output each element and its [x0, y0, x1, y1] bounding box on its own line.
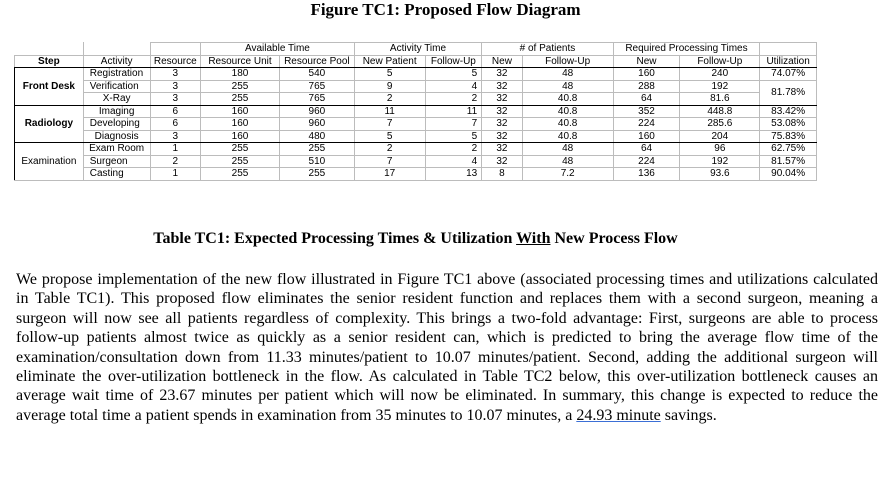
col-header-resource-unit: Resource Unit: [200, 54, 280, 68]
table-caption: Table TC1: Expected Processing Times & U…: [153, 230, 678, 247]
step-radiology: Radiology: [14, 104, 84, 143]
col-header-resource-pool: Resource Pool: [278, 54, 355, 68]
body-paragraph: We propose implementation of the new flo…: [16, 271, 878, 424]
utilization-cell: 75.83%: [759, 129, 817, 143]
activity-cell: Diagnosis: [82, 129, 151, 143]
table-row: Developing 6 160 960 7 7 32 40.8 224 285…: [15, 117, 817, 131]
processing-times-table: Available Time Activity Time # of Patien…: [14, 42, 817, 181]
activity-cell: Casting: [82, 167, 151, 181]
table-row: Diagnosis 3 160 480 5 5 32 40.8 160 204 …: [15, 129, 817, 143]
table-row: X-Ray 3 255 765 2 2 32 40.8 64 81.6: [15, 92, 817, 106]
col-header-required-new: New: [612, 54, 681, 68]
activity-cell: Exam Room: [82, 142, 151, 156]
col-header-follow-up: Follow-Up: [424, 54, 483, 68]
group-header-num-patients: # of Patients: [481, 42, 614, 56]
col-header-activity: Activity: [82, 54, 151, 68]
step-examination: Examination: [14, 142, 84, 181]
col-header-utilization: Utilization: [759, 54, 817, 68]
group-header-activity-time: Activity Time: [353, 42, 483, 56]
utilization-cell: 83.42%: [759, 104, 817, 118]
table-row: Verification 3 255 765 9 4 32 48 288 192…: [15, 79, 817, 106]
col-header-new-patient: New Patient: [353, 54, 426, 68]
utilization-cell: 74.07%: [759, 67, 817, 81]
step-front-desk: Front Desk: [14, 67, 84, 106]
activity-cell: Imaging: [82, 104, 151, 118]
group-header-available-time: Available Time: [200, 42, 355, 56]
activity-cell: Surgeon: [82, 154, 151, 168]
utilization-cell: 90.04%: [759, 167, 817, 181]
table-row: Radiology Imaging 6 160 960 11 11 32 40.…: [14, 104, 817, 143]
col-header-patients-follow-up: Follow-Up: [521, 54, 614, 68]
activity-cell: Verification: [82, 79, 151, 93]
activity-cell: X-Ray: [82, 92, 151, 106]
table-row: Front Desk Registration 3 180 540 5 5 32…: [14, 67, 817, 106]
column-header-row: Step Activity Resource Resource Unit Res…: [14, 54, 817, 68]
table-row: Surgeon 2 255 510 7 4 32 48 224 192 81.5…: [15, 154, 817, 168]
activity-cell: Developing: [82, 117, 151, 131]
group-header-required-times: Required Processing Times: [612, 42, 761, 56]
utilization-cell: 81.57%: [759, 154, 817, 168]
figure-title: Figure TC1: Proposed Flow Diagram: [310, 0, 581, 19]
utilization-cell: 81.78%: [759, 79, 817, 106]
table-row: Casting 1 255 255 17 13 8 7.2 136 93.6 9…: [15, 167, 817, 181]
utilization-cell: 53.08%: [759, 117, 817, 131]
col-header-required-follow-up: Follow-Up: [679, 54, 761, 68]
col-header-step: Step: [14, 54, 84, 68]
col-header-patients-new: New: [481, 54, 523, 68]
utilization-cell: 62.75%: [759, 142, 817, 156]
table-row: Examination Exam Room 1 255 255 2 2 32 4…: [14, 142, 817, 181]
activity-cell: Registration: [82, 67, 151, 81]
col-header-resource: Resource: [149, 54, 202, 68]
group-header-row: Available Time Activity Time # of Patien…: [14, 42, 817, 56]
